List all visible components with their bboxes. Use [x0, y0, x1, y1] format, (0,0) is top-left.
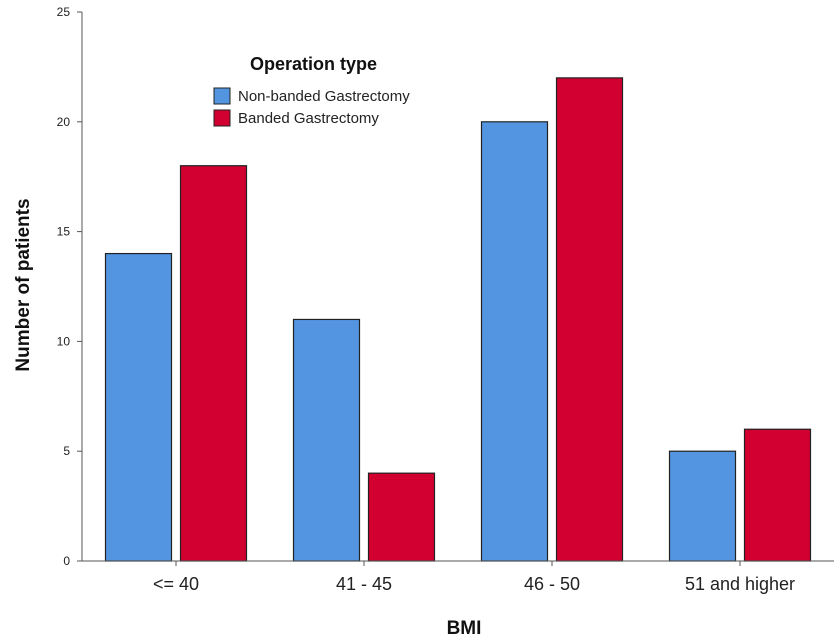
y-axis-title: Number of patients: [13, 198, 34, 371]
y-tick-label: 20: [57, 115, 71, 129]
y-tick-label: 15: [57, 225, 71, 239]
bar-non-banded: [104, 252, 173, 562]
bar-banded: [555, 77, 624, 562]
x-tick-label: 46 - 50: [524, 574, 580, 594]
bar-non-banded: [668, 450, 737, 562]
x-tick-label: <= 40: [153, 574, 199, 594]
x-tick-label: 41 - 45: [336, 574, 392, 594]
y-axis-ticks: 0 5 10 15 20 25: [57, 5, 82, 568]
bar-banded: [743, 428, 812, 562]
bar-non-banded: [480, 121, 549, 562]
legend-label: Non-banded Gastrectomy: [238, 88, 410, 105]
legend-label: Banded Gastrectomy: [238, 110, 379, 127]
bar-banded: [367, 472, 436, 562]
y-tick-label: 10: [57, 334, 71, 348]
bars: [104, 77, 812, 562]
x-tick-label: 51 and higher: [685, 574, 795, 594]
y-tick-label: 25: [57, 5, 71, 19]
x-axis-title: BMI: [447, 618, 482, 639]
y-tick-label: 0: [63, 554, 70, 568]
x-axis-tick-labels: <= 40 41 - 45 46 - 50 51 and higher: [153, 561, 795, 594]
legend: Operation type Non-banded Gastrectomy Ban…: [213, 54, 410, 127]
legend-title: Operation type: [250, 54, 377, 74]
y-tick-label: 5: [63, 444, 70, 458]
bar-non-banded: [292, 318, 361, 562]
legend-swatch: [213, 87, 231, 105]
legend-swatch: [213, 109, 231, 127]
bar-banded: [179, 165, 248, 562]
